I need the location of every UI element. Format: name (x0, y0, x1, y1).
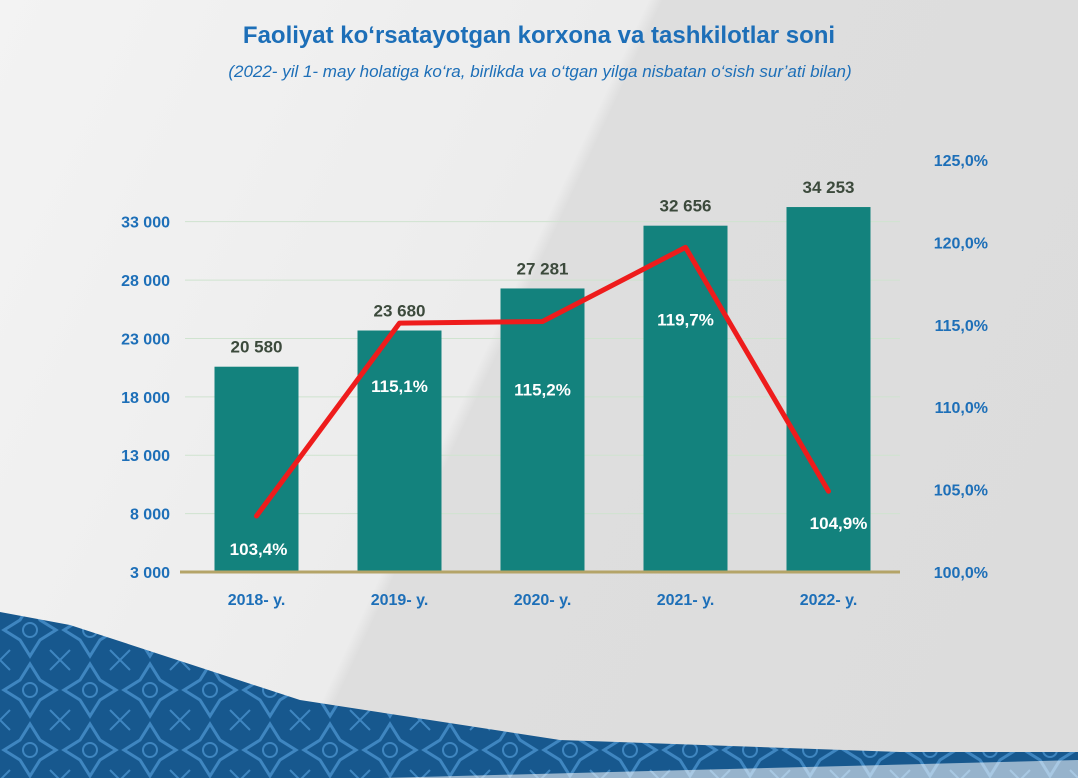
bar-value-label: 32 656 (660, 197, 712, 216)
y-tick-label: 23 000 (121, 331, 170, 348)
y-tick-label: 28 000 (121, 273, 170, 290)
y-tick-label: 8 000 (130, 507, 170, 524)
y-tick-label: 33 000 (121, 215, 170, 232)
x-tick-label: 2020- y. (514, 592, 572, 609)
chart-subtitle: (2022- yil 1- may holatiga ko‘ra, birlik… (228, 62, 852, 81)
bar-value-label: 20 580 (231, 338, 283, 357)
bar-value-label: 27 281 (517, 259, 569, 278)
y2-tick-label: 115,0% (935, 318, 988, 335)
background-decoration (0, 612, 1078, 778)
x-tick-label: 2022- y. (800, 592, 858, 609)
bar (357, 330, 442, 572)
growth-value-label: 103,4% (230, 540, 288, 559)
bar-value-label: 34 253 (803, 178, 855, 197)
bar (643, 225, 728, 572)
bars (214, 207, 871, 573)
x-tick-label: 2021- y. (657, 592, 715, 609)
x-tick-label: 2019- y. (371, 592, 429, 609)
x-tick-label: 2018- y. (228, 592, 286, 609)
growth-line (254, 244, 831, 519)
x-axis: 2018- y. 2019- y. 2020- y. 2021- y. 2022- y. (228, 592, 858, 609)
left-axis: 3 000 8 000 13 000 18 000 23 000 28 000 33 000 (121, 215, 170, 582)
growth-value-label: 115,2% (514, 381, 571, 400)
y2-tick-label: 110,0% (935, 400, 988, 417)
bar (786, 207, 871, 573)
bar (214, 366, 299, 572)
y-tick-label: 13 000 (121, 448, 170, 465)
y2-tick-label: 120,0% (934, 235, 988, 252)
y2-tick-label: 105,0% (934, 483, 988, 500)
y2-tick-label: 100,0% (934, 565, 988, 582)
bar-value-label: 23 680 (374, 302, 426, 321)
y-tick-label: 3 000 (130, 565, 170, 582)
growth-value-label: 115,1% (371, 377, 428, 396)
y-tick-label: 18 000 (121, 390, 170, 407)
chart-title: Faoliyat ko‘rsatayotgan korxona va tashk… (242, 22, 836, 49)
y2-tick-label: 125,0% (934, 153, 988, 170)
growth-line-series (254, 244, 831, 519)
growth-value-label: 119,7% (657, 310, 714, 329)
bar (500, 288, 585, 572)
data-labels: 20 580 23 680 27 281 32 656 34 253 103,4% 115,… (230, 178, 868, 559)
right-axis: 100,0% 105,0% 110,0% 115,0% 120,0% 125,0% (934, 153, 988, 582)
growth-value-label: 104,9% (810, 514, 868, 533)
